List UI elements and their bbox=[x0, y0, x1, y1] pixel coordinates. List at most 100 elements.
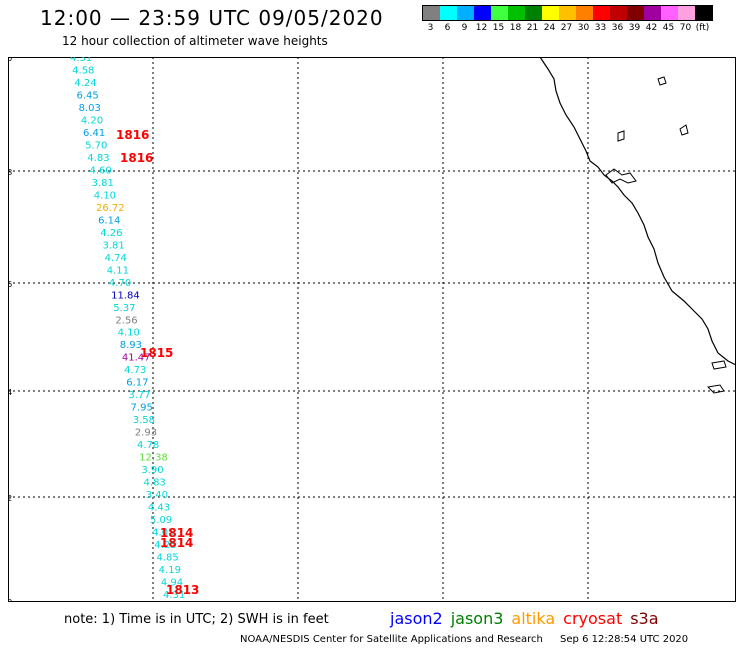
lat-label: 36 bbox=[8, 280, 12, 289]
wave-height-value: 4.74 bbox=[105, 253, 127, 264]
lat-label: 30 bbox=[8, 598, 12, 602]
wave-height-value: 3.77 bbox=[128, 390, 150, 401]
legend-swatch bbox=[457, 6, 474, 20]
legend-tick-label: 12 bbox=[475, 23, 488, 33]
satellite-jason3: jason3 bbox=[450, 609, 504, 628]
wave-height-value: 11.84 bbox=[111, 290, 140, 301]
page-title: 12:00 — 23:59 UTC 09/05/2020 bbox=[40, 6, 384, 30]
wave-height-value: 4.85 bbox=[157, 553, 179, 564]
note-text: note: 1) Time is in UTC; 2) SWH is in fe… bbox=[64, 612, 329, 627]
wave-height-value: 4.78 bbox=[137, 440, 159, 451]
satellite-legend: jason2 jason3 altika cryosat s3a bbox=[390, 609, 667, 628]
legend-tick-label: 3 bbox=[427, 23, 434, 33]
wave-height-value: 4.31 bbox=[70, 57, 92, 64]
wave-height-value: 8.93 bbox=[120, 340, 142, 351]
wave-height-value: 7.95 bbox=[131, 403, 153, 414]
lon-label: -129 bbox=[292, 601, 310, 602]
legend-swatch bbox=[559, 6, 576, 20]
legend-tick-label: 21 bbox=[526, 23, 539, 33]
lat-label: 40 bbox=[8, 57, 12, 63]
wave-height-value: 4.43 bbox=[148, 503, 170, 514]
wave-height-value: 4.25 bbox=[154, 540, 176, 551]
wave-height-value: 4.05 bbox=[152, 528, 174, 539]
pass-time-label: 1815 bbox=[140, 346, 173, 360]
legend-tick-label: 42 bbox=[645, 23, 658, 33]
footer: NOAA/NESDIS Center for Satellite Applica… bbox=[240, 634, 688, 645]
wave-height-value: 4.10 bbox=[94, 190, 116, 201]
lon-label: -123 bbox=[582, 601, 600, 602]
wave-height-value: 4.10 bbox=[118, 328, 140, 339]
legend-swatches bbox=[422, 5, 713, 21]
legend-swatch bbox=[542, 6, 559, 20]
wave-height-value: 26.72 bbox=[96, 203, 125, 214]
coastline bbox=[539, 57, 736, 366]
wave-height-value: 4.60 bbox=[89, 165, 111, 176]
lon-label: -132 bbox=[147, 601, 165, 602]
lon-label: -120 bbox=[727, 601, 736, 602]
legend-tick-label: (ft) bbox=[695, 23, 710, 33]
wave-height-value: 3.40 bbox=[146, 490, 168, 501]
wave-height-value: 6.17 bbox=[126, 378, 148, 389]
legend-swatch bbox=[593, 6, 610, 20]
wave-height-value: 4.83 bbox=[87, 153, 109, 164]
wave-height-value: 3.90 bbox=[141, 465, 163, 476]
satellite-s3a: s3a bbox=[630, 609, 659, 628]
pass-time-label: 1813 bbox=[166, 583, 199, 597]
lon-label: -135 bbox=[8, 601, 20, 602]
wave-height-value: 4.24 bbox=[74, 78, 96, 89]
island-outline bbox=[706, 384, 725, 394]
legend-swatch bbox=[576, 6, 593, 20]
footer-timestamp: Sep 6 12:28:54 UTC 2020 bbox=[560, 634, 689, 645]
wave-height-value: 5.70 bbox=[85, 140, 107, 151]
pass-time-label: 1814 bbox=[160, 536, 193, 550]
legend-tick-label: 30 bbox=[577, 23, 590, 33]
legend-swatch bbox=[644, 6, 661, 20]
legend-tick-label: 6 bbox=[444, 23, 451, 33]
pass-time-label: 1814 bbox=[160, 526, 193, 540]
island-outline bbox=[711, 360, 727, 370]
wave-height-value: 4.20 bbox=[81, 115, 103, 126]
bay-outline bbox=[605, 168, 637, 184]
legend-swatch bbox=[440, 6, 457, 20]
wave-height-value: 6.45 bbox=[76, 90, 98, 101]
lat-label: 34 bbox=[8, 388, 12, 397]
wave-height-value: 4.26 bbox=[100, 228, 122, 239]
pass-time-label: 1816 bbox=[116, 128, 149, 142]
legend-swatch bbox=[423, 6, 440, 20]
wave-height-value: 4.94 bbox=[161, 578, 183, 589]
legend-tick-label: 9 bbox=[461, 23, 468, 33]
wave-height-value: 5.09 bbox=[150, 515, 172, 526]
satellite-jason2: jason2 bbox=[390, 609, 443, 628]
legend-swatch bbox=[610, 6, 627, 20]
wave-height-value: 2.56 bbox=[115, 315, 137, 326]
legend-tick-label: 33 bbox=[594, 23, 607, 33]
legend-swatch bbox=[525, 6, 542, 20]
pass-time-label: 1816 bbox=[120, 151, 153, 165]
wave-height-value: 3.81 bbox=[92, 178, 114, 189]
legend-tick-label: 18 bbox=[509, 23, 522, 33]
legend-tick-label: 45 bbox=[662, 23, 675, 33]
wave-height-value: 4.11 bbox=[107, 265, 129, 276]
wave-height-value: 6.14 bbox=[98, 215, 120, 226]
footer-credit: NOAA/NESDIS Center for Satellite Applica… bbox=[240, 634, 543, 645]
legend-tick-label: 39 bbox=[628, 23, 641, 33]
wave-height-value: 3.81 bbox=[102, 240, 124, 251]
legend-ticks: 3 6 9 12 15 18 21 24 27 30 33 36 39 42 45 70 (ft) bbox=[422, 23, 713, 33]
wave-height-value: 4.70 bbox=[109, 278, 131, 289]
legend-tick-label: 27 bbox=[560, 23, 573, 33]
wave-height-value: 4.19 bbox=[159, 565, 181, 576]
color-legend: 3 6 9 12 15 18 21 24 27 30 33 36 39 42 45 70 (ft) bbox=[422, 5, 713, 33]
legend-swatch bbox=[491, 6, 508, 20]
wave-height-value: 4.58 bbox=[72, 65, 94, 76]
wave-height-value: 4.83 bbox=[144, 478, 166, 489]
legend-swatch bbox=[695, 6, 712, 20]
wave-height-value: 4.73 bbox=[124, 365, 146, 376]
lake-outline bbox=[617, 130, 625, 142]
legend-swatch bbox=[508, 6, 525, 20]
wave-height-value: 12.38 bbox=[139, 453, 168, 464]
legend-tick-label: 24 bbox=[543, 23, 556, 33]
wave-height-map: 40 38 36 34 32 30-135 -132 -129 -126 -123 -120 4.31… bbox=[8, 57, 736, 602]
wave-height-value: 2.93 bbox=[135, 428, 157, 439]
satellite-altika: altika bbox=[511, 609, 556, 628]
lat-label: 32 bbox=[8, 494, 12, 503]
